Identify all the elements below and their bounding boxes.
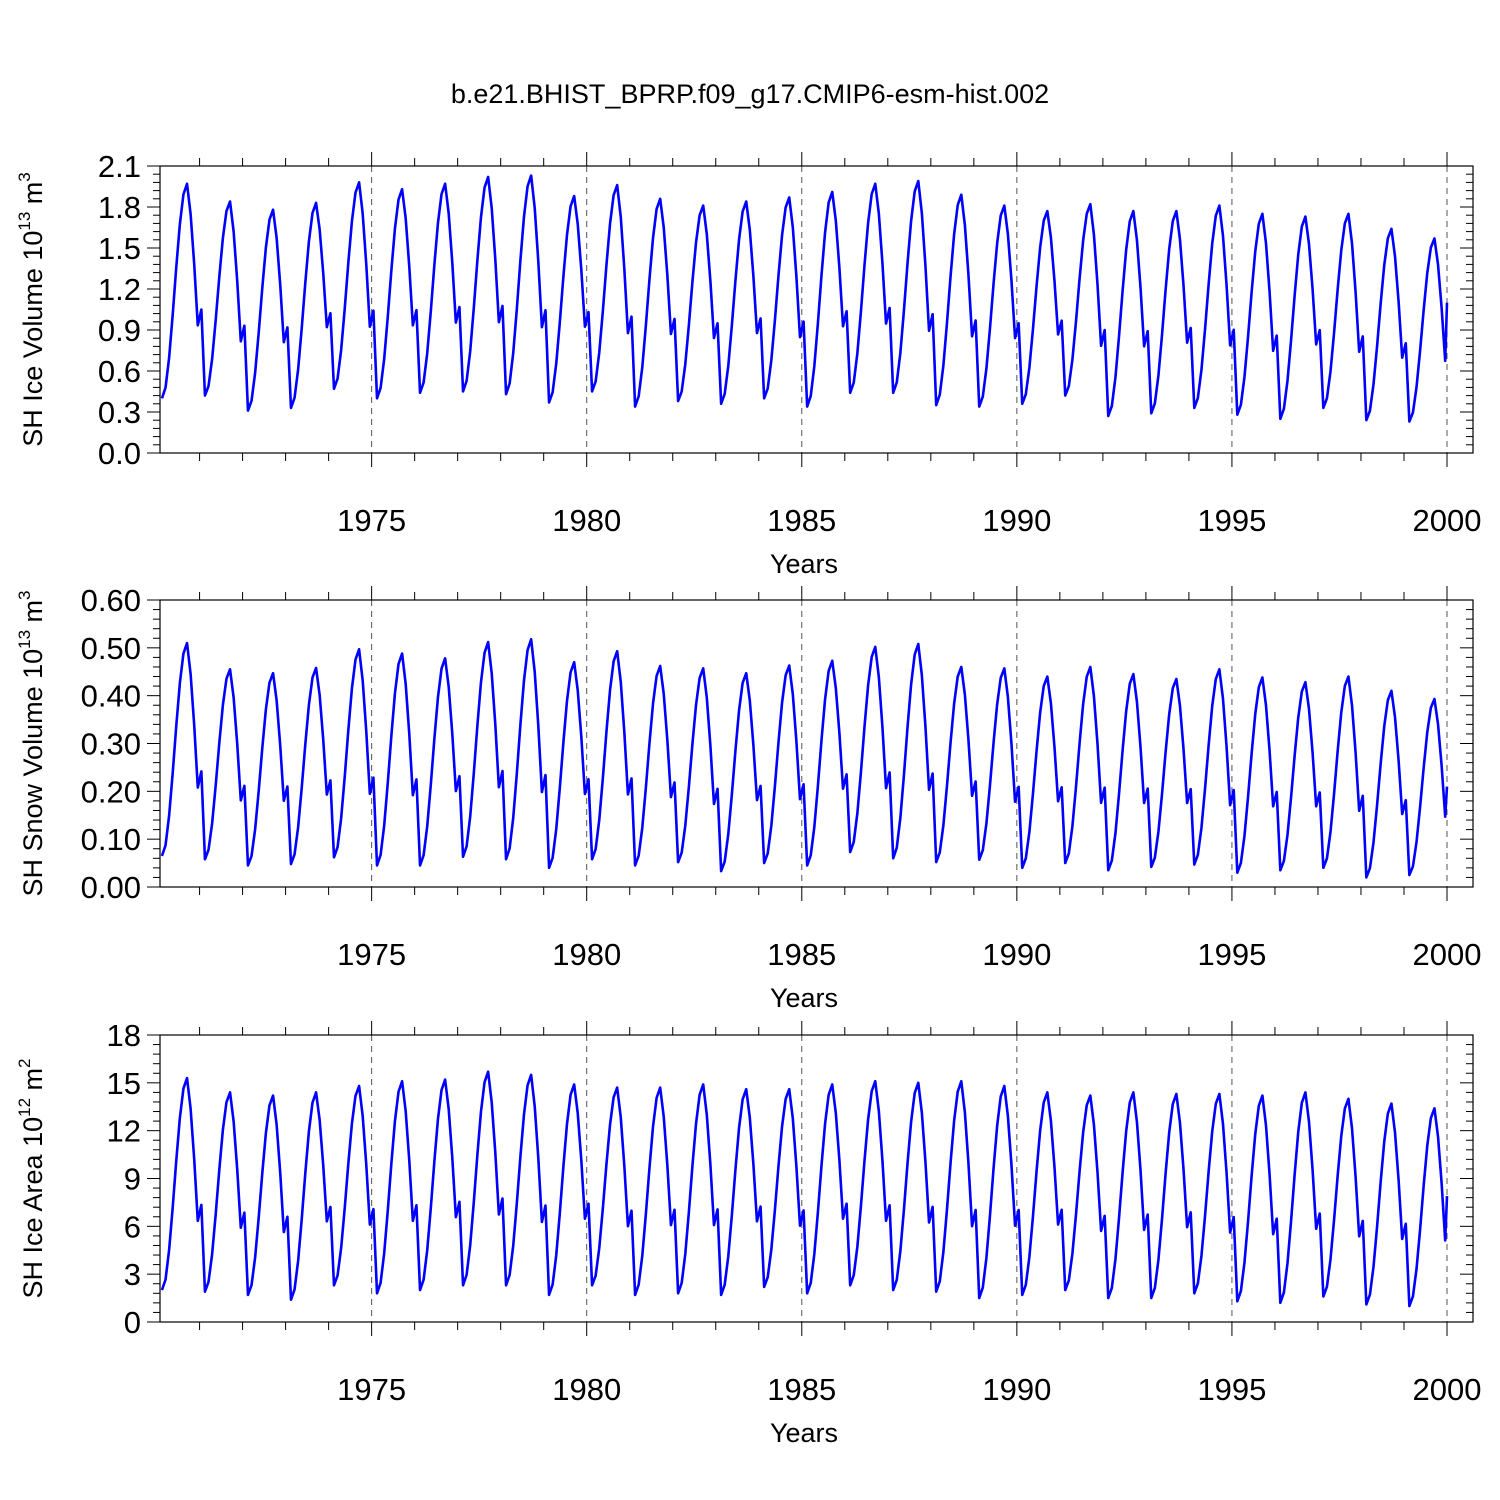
x-tick-label: 1985 <box>767 937 836 972</box>
series-line <box>160 637 1449 879</box>
y-tick-label: 0.6 <box>98 354 141 389</box>
x-tick-label: 1985 <box>767 503 836 538</box>
y-label-exponent: 13 <box>15 212 34 231</box>
x-tick-label: 1975 <box>337 503 406 538</box>
y-tick-label: 6 <box>124 1209 141 1244</box>
y-tick-label: 0.30 <box>81 727 141 762</box>
y-label-unit: m <box>18 600 48 630</box>
y-axis-label: SH Ice Area 1012 m2 <box>15 1059 48 1299</box>
y-tick-label: 1.2 <box>98 272 141 307</box>
x-tick-label: 1990 <box>982 1372 1051 1407</box>
y-tick-label: 1.5 <box>98 231 141 266</box>
y-tick-label: 1.8 <box>98 190 141 225</box>
y-tick-label: 0.50 <box>81 631 141 666</box>
y-tick-label: 0.3 <box>98 395 141 430</box>
plot-frame <box>159 165 1474 454</box>
y-tick-label: 0.40 <box>81 679 141 714</box>
x-tick-label: 1980 <box>552 503 621 538</box>
y-tick-label: 0 <box>124 1305 141 1340</box>
y-label-text: SH Snow Volume 10 <box>18 649 48 897</box>
x-axis-label: Years <box>770 1418 838 1448</box>
x-tick-label: 2000 <box>1413 503 1482 538</box>
x-tick-label: 1975 <box>337 1372 406 1407</box>
y-label-exponent: 13 <box>15 630 34 649</box>
chart-panel-3: 0 3 6 9 12 15 18 1975 1980 1985 1990 1995 2000 Years S… <box>15 1018 1481 1448</box>
y-axis-label: SH Snow Volume 1013 m3 <box>15 590 48 896</box>
x-axis-label: Years <box>770 983 838 1013</box>
y-tick-label: 0.60 <box>81 583 141 618</box>
x-tick-label: 1980 <box>552 937 621 972</box>
plot-frame <box>159 1034 1474 1323</box>
plot-frame <box>159 599 1474 888</box>
x-tick-label: 1975 <box>337 937 406 972</box>
series-line <box>160 174 1449 423</box>
y-label-unit: m <box>18 1068 48 1098</box>
chart-panels: 0.0 0.3 0.6 0.9 1.2 1.5 1.8 2.1 1975 1980 1985 1990… <box>15 149 1481 1448</box>
x-tick-label: 1985 <box>767 1372 836 1407</box>
y-tick-label: 9 <box>124 1162 141 1197</box>
y-label-exponent: 12 <box>15 1098 34 1117</box>
y-tick-label: 0.10 <box>81 822 141 857</box>
y-tick-label: 0.0 <box>98 436 141 471</box>
y-tick-label: 0.00 <box>81 870 141 905</box>
y-tick-label: 15 <box>107 1066 141 1101</box>
y-tick-label: 18 <box>107 1018 141 1053</box>
x-tick-label: 1980 <box>552 1372 621 1407</box>
y-label-text: SH Ice Area 10 <box>18 1117 48 1299</box>
x-tick-label: 1995 <box>1197 937 1266 972</box>
y-tick-label: 0.20 <box>81 774 141 809</box>
chart-panel-2: 0.00 0.10 0.20 0.30 0.40 0.50 0.60 1975 1980 1985… <box>15 583 1481 1013</box>
y-label-unit-exponent: 3 <box>15 590 34 599</box>
y-label-unit: m <box>18 182 48 212</box>
y-label-unit-exponent: 2 <box>15 1059 34 1068</box>
x-tick-label: 1990 <box>982 503 1051 538</box>
x-tick-label: 1995 <box>1197 1372 1266 1407</box>
x-tick-label: 1990 <box>982 937 1051 972</box>
x-tick-label: 2000 <box>1413 1372 1482 1407</box>
y-label-text: SH Ice Volume 10 <box>18 231 48 447</box>
x-axis-label: Years <box>770 549 838 579</box>
y-label-unit-exponent: 3 <box>15 172 34 181</box>
figure-title: b.e21.BHIST_BPRP.f09_g17.CMIP6-esm-hist.… <box>451 79 1049 109</box>
y-tick-label: 2.1 <box>98 149 141 184</box>
y-axis-label: SH Ice Volume 1013 m3 <box>15 172 48 447</box>
x-tick-label: 1995 <box>1197 503 1266 538</box>
x-tick-label: 2000 <box>1413 937 1482 972</box>
y-tick-label: 0.9 <box>98 313 141 348</box>
series-line <box>160 1070 1449 1308</box>
y-tick-label: 3 <box>124 1257 141 1292</box>
chart-panel-1: 0.0 0.3 0.6 0.9 1.2 1.5 1.8 2.1 1975 1980 1985 1990… <box>15 149 1481 579</box>
y-tick-label: 12 <box>107 1114 141 1149</box>
